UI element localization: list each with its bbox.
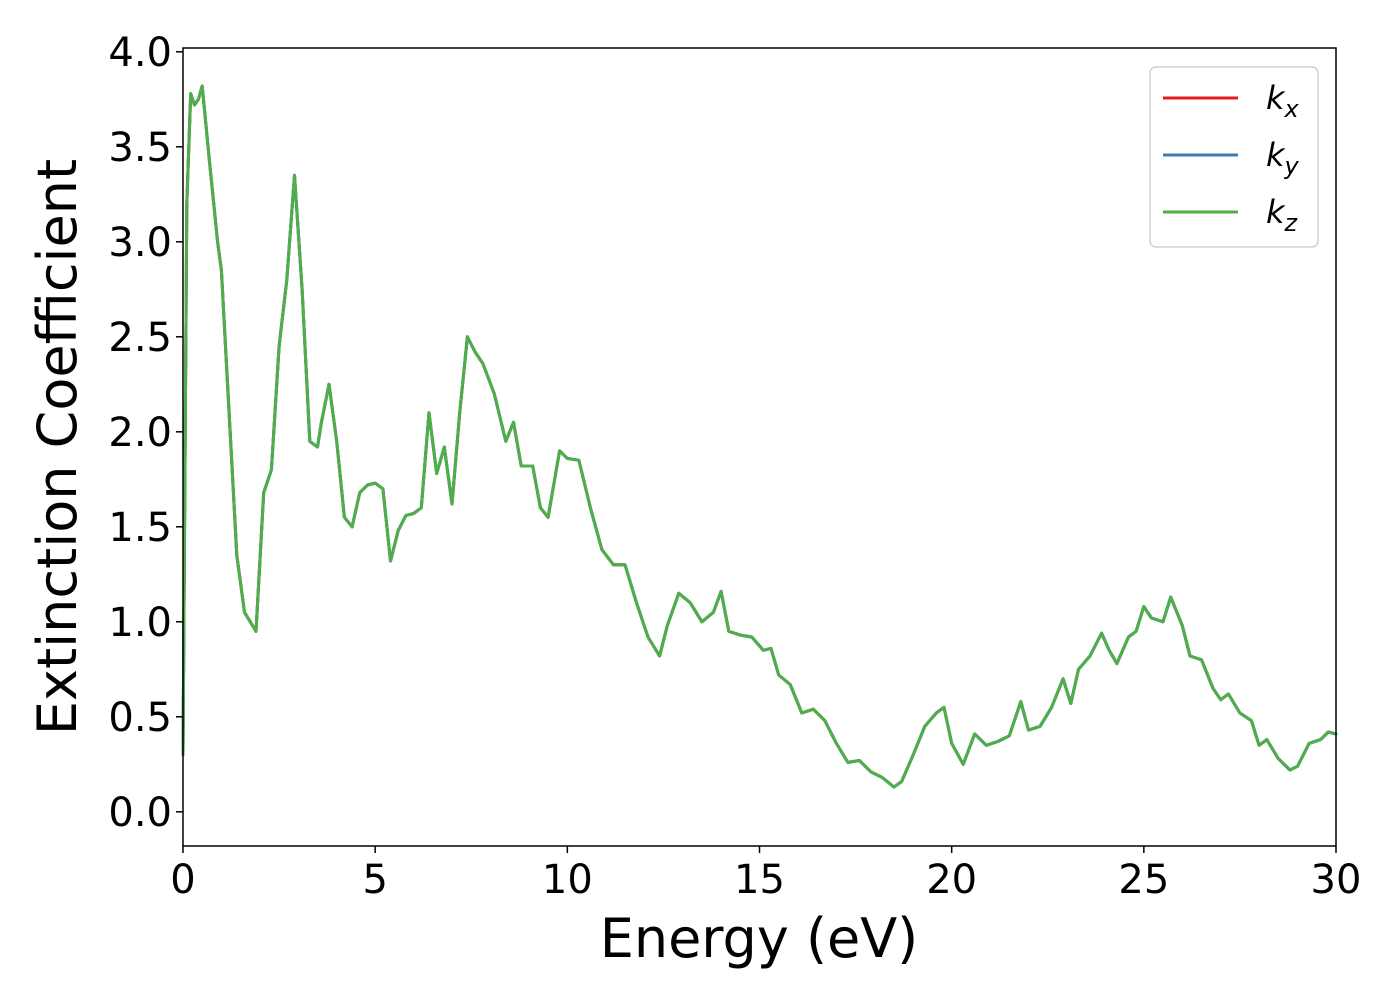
legend-label-k-y: ky — [1266, 136, 1300, 180]
plot-area — [183, 48, 1336, 846]
y-axis-label: Extinction Coefficient — [26, 159, 89, 735]
y-tick-label: 4.0 — [108, 30, 172, 76]
x-axis-ticks: 0 5 10 15 20 25 30 — [170, 846, 1361, 903]
y-tick-label: 2.5 — [108, 315, 172, 361]
x-axis-label: Energy (eV) — [600, 907, 919, 970]
y-tick-label: 3.5 — [108, 125, 172, 171]
legend-box — [1149, 66, 1319, 248]
y-tick-label: 2.0 — [108, 410, 172, 456]
legend-label-subscript: z — [1284, 209, 1299, 237]
legend-label-subscript: y — [1284, 152, 1300, 180]
legend-label-base: k — [1266, 193, 1286, 231]
y-tick-label: 0.0 — [108, 790, 172, 836]
x-tick-label: 20 — [926, 857, 977, 903]
series-line-k-z — [181, 84, 1338, 789]
x-tick-label: 15 — [734, 857, 785, 903]
y-tick-label: 3.0 — [108, 220, 172, 266]
legend-label-k-z: kz — [1266, 193, 1299, 237]
legend-label-base: k — [1266, 79, 1286, 117]
y-tick-label: 1.5 — [108, 505, 172, 551]
legend-label-k-x: kx — [1266, 79, 1300, 123]
series-layer — [181, 84, 1338, 789]
x-tick-label: 0 — [170, 857, 195, 903]
x-tick-label: 30 — [1311, 857, 1362, 903]
y-tick-label: 1.0 — [108, 600, 172, 646]
legend-label-base: k — [1266, 136, 1286, 174]
x-tick-label: 25 — [1118, 857, 1169, 903]
x-tick-label: 10 — [542, 857, 593, 903]
y-axis-ticks: 0.0 0.5 1.0 1.5 2.0 2.5 3.0 3.5 4.0 — [108, 30, 183, 836]
legend-label-subscript: x — [1284, 95, 1300, 123]
x-tick-label: 5 — [362, 857, 387, 903]
y-tick-label: 0.5 — [108, 695, 172, 741]
